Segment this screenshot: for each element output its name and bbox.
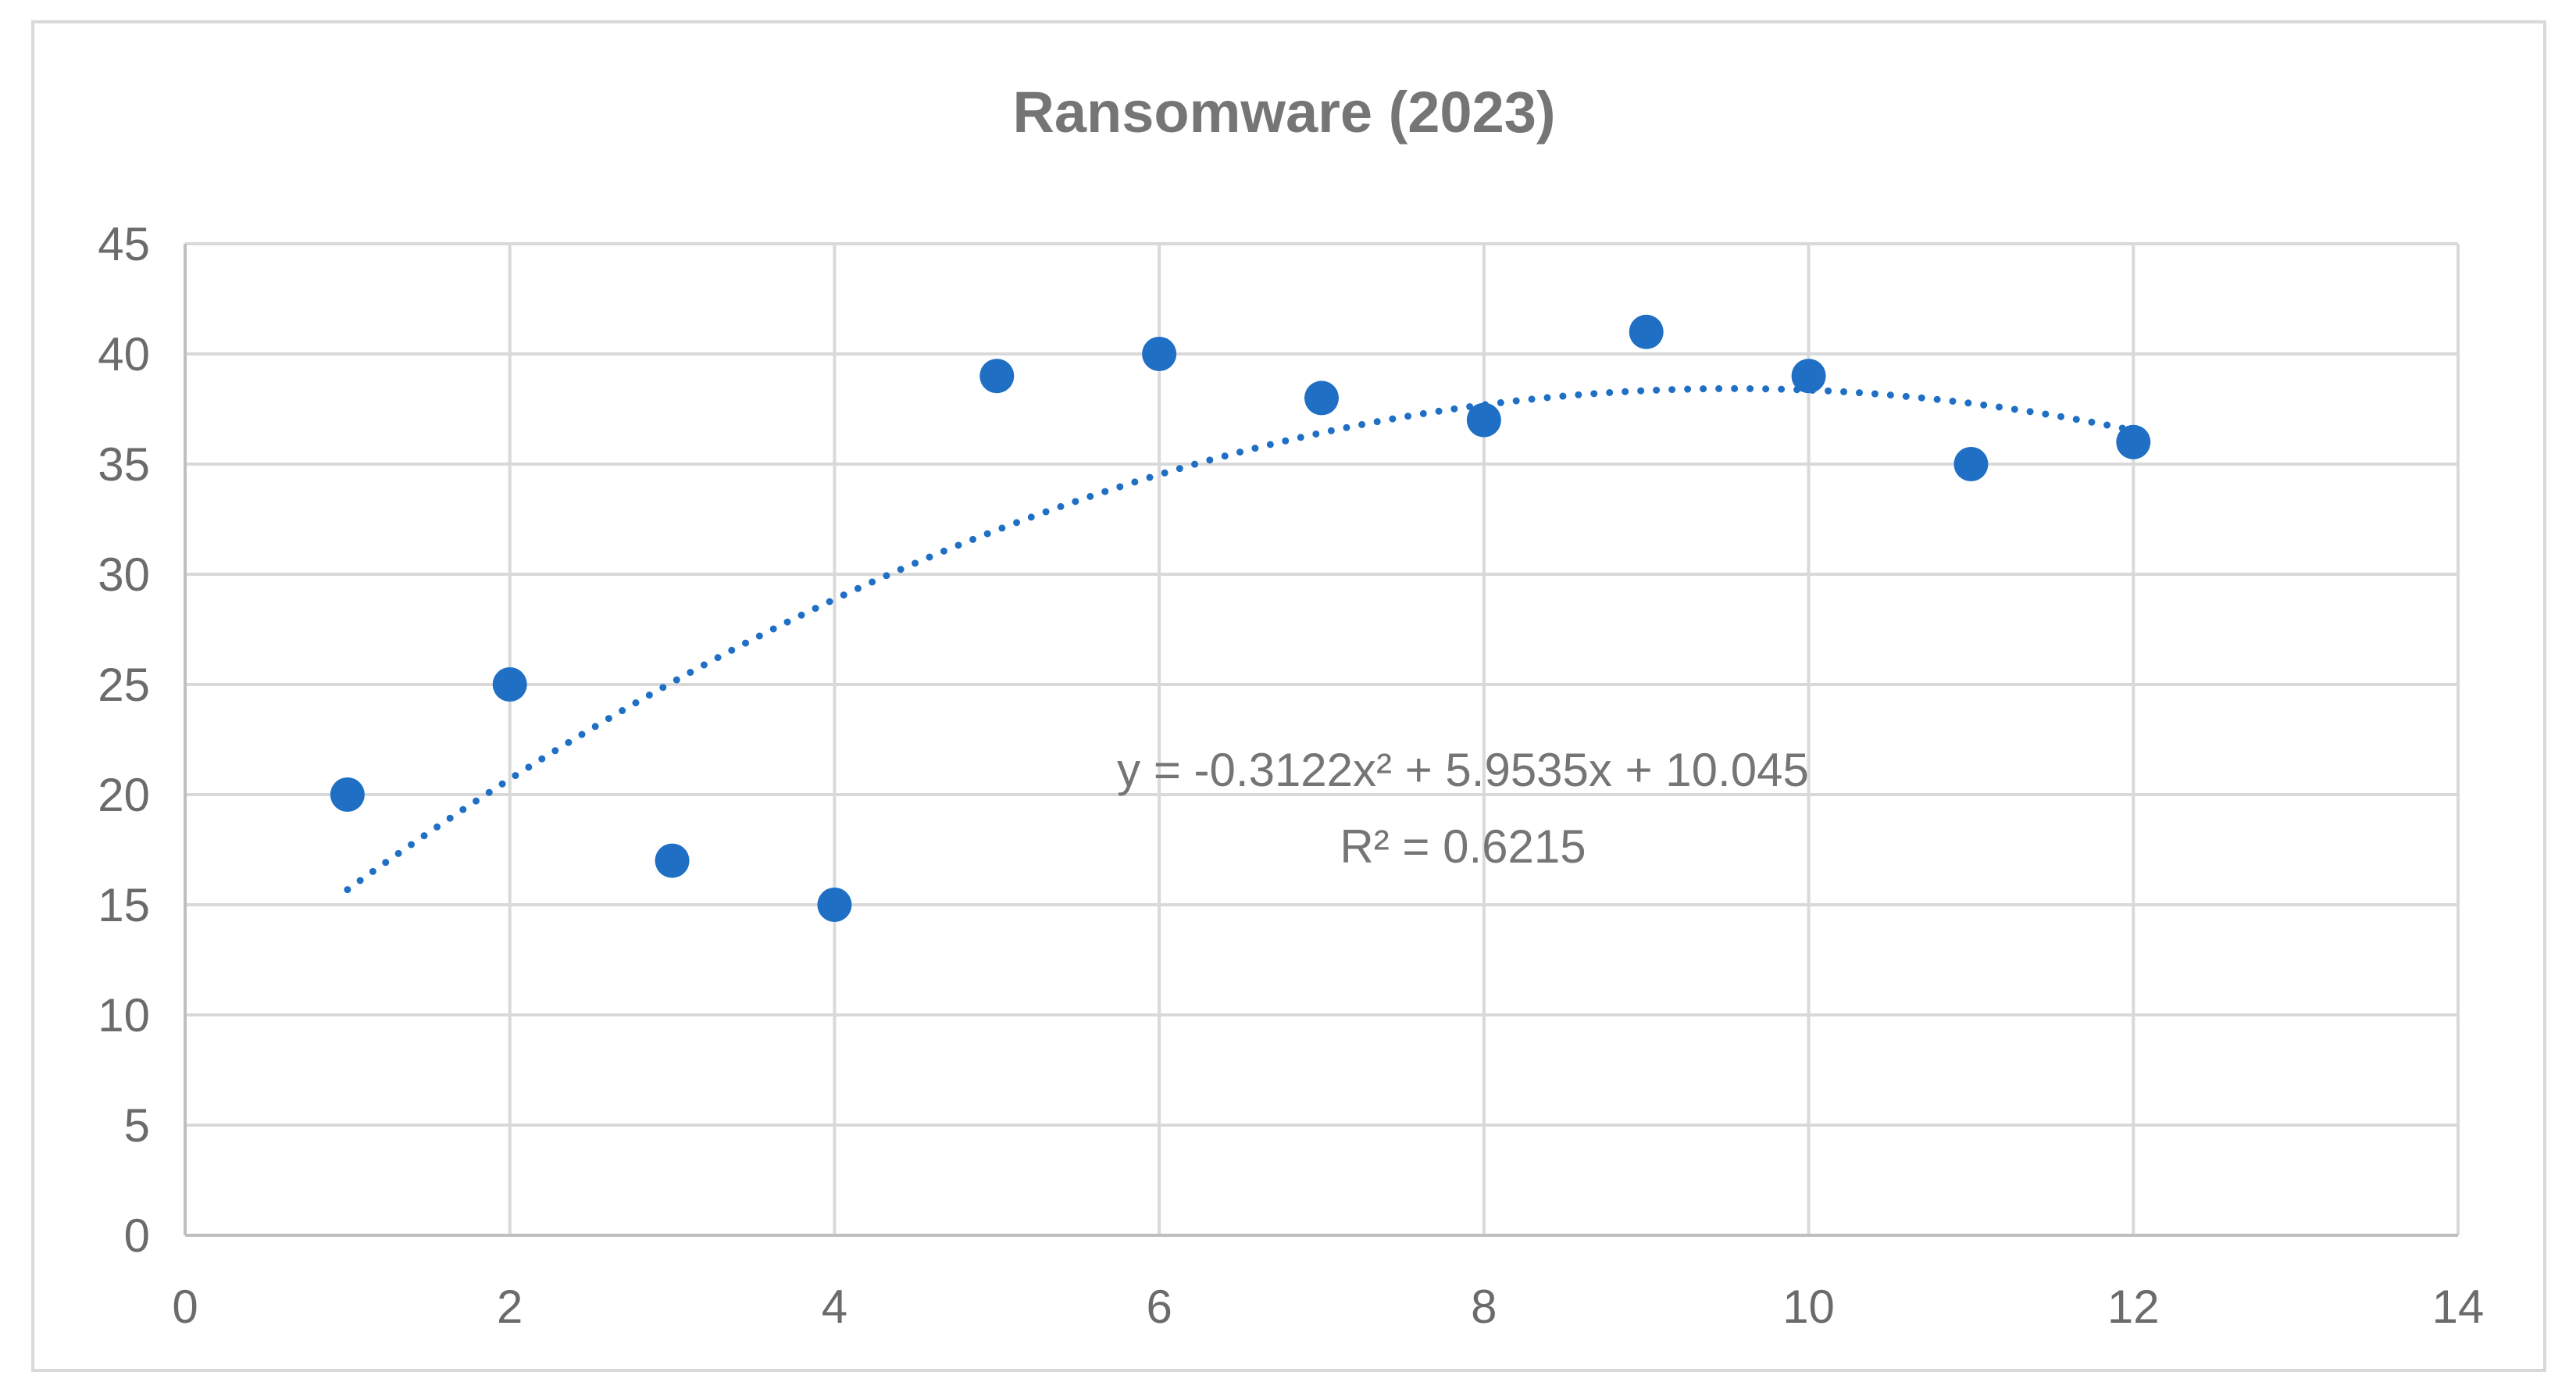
data-point [1953,447,1989,481]
chart-title: Ransomware (2023) [1012,80,1555,145]
y-tick-label: 20 [98,769,150,821]
data-point [2116,424,2151,459]
data-point [655,843,690,878]
y-tick-label: 0 [124,1209,150,1262]
trendline-layer [344,384,2137,894]
data-point [492,667,527,702]
data-point [979,359,1015,394]
x-tick-label: 2 [497,1281,523,1333]
y-tick-label: 10 [98,989,150,1041]
data-point [817,888,852,922]
y-tick-label: 45 [98,218,150,270]
x-tick-label: 0 [172,1281,198,1333]
y-tick-label: 40 [98,328,150,381]
y-tick-label: 30 [98,548,150,601]
x-tick-label: 6 [1146,1281,1172,1333]
scatter-chart: 0 5 10 15 20 25 30 35 40 45 0 2 4 6 8 10 12 14 Ransomwar… [98,80,2484,1333]
y-tick-label: 25 [98,659,150,711]
y-tick-label: 5 [124,1099,150,1152]
x-axis-tick-labels: 0 2 4 6 8 10 12 14 [172,1281,2484,1333]
x-tick-label: 8 [1471,1281,1497,1333]
x-tick-label: 10 [1782,1281,1835,1333]
trendline [344,384,2137,894]
x-tick-label: 14 [2432,1281,2485,1333]
axes [184,244,2458,1237]
data-points [330,314,2151,922]
gridlines [185,242,2460,1235]
y-tick-label: 35 [98,438,150,491]
data-point [1466,402,1501,438]
y-tick-label: 15 [98,879,150,931]
trendline-r-squared: R² = 0.6215 [1340,820,1586,873]
x-tick-label: 4 [822,1281,847,1333]
trendline-equation: y = -0.3122x² + 5.9535x + 10.045 [1117,744,1809,796]
data-point [1142,337,1177,371]
data-point [1791,359,1826,394]
chart-area: 0 5 10 15 20 25 30 35 40 45 0 2 4 6 8 10 12 14 Ransomwar… [31,20,2546,1372]
data-point [1304,381,1339,416]
x-tick-label: 12 [2107,1281,2160,1333]
data-point [330,777,365,812]
data-point [1629,314,1664,349]
y-axis-tick-labels: 0 5 10 15 20 25 30 35 40 45 [98,218,150,1262]
